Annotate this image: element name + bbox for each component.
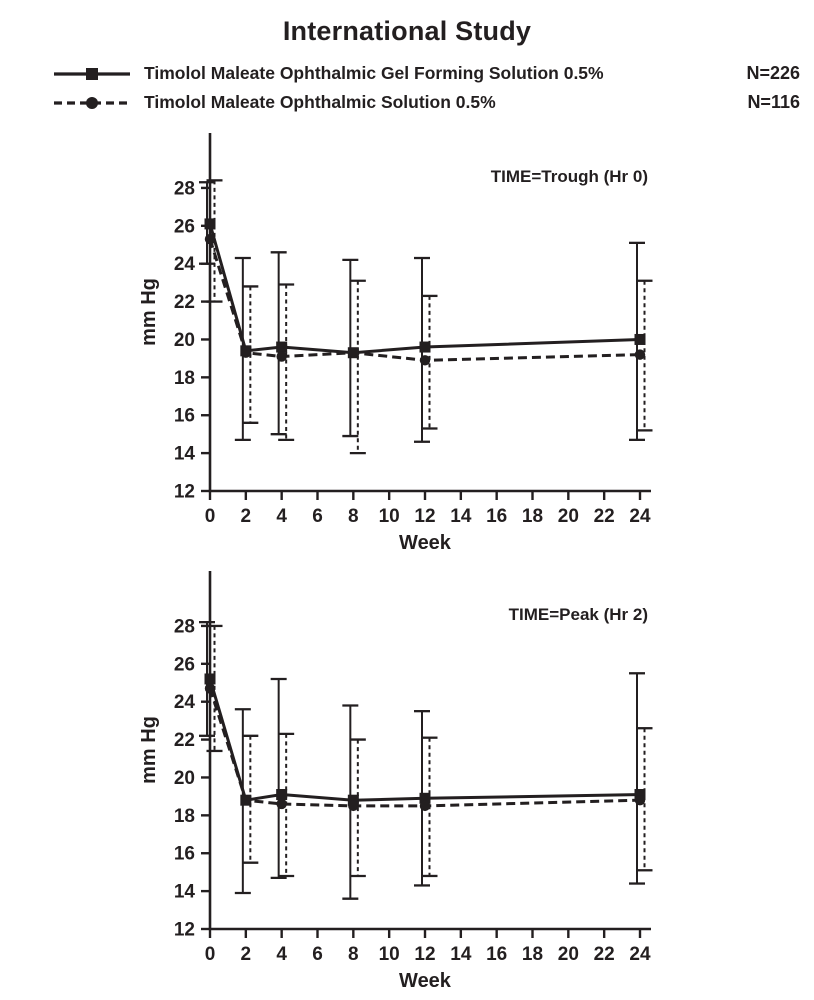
x-tick-label: 22 — [594, 506, 615, 527]
x-tick-label: 2 — [241, 944, 252, 965]
x-tick-label: 10 — [379, 506, 400, 527]
error-bar — [421, 294, 438, 430]
square-marker — [419, 341, 431, 353]
y-tick-label: 24 — [174, 692, 196, 713]
x-tick-label: 4 — [276, 506, 287, 527]
circle-marker — [348, 800, 359, 812]
y-axis-label: mm Hg — [138, 716, 160, 784]
circle-marker — [204, 233, 216, 245]
x-axis-label: Week — [399, 532, 452, 554]
y-tick-label: 20 — [174, 330, 195, 351]
legend-item-solution: Timolol Maleate Ophthalmic Solution 0.5%… — [52, 88, 800, 117]
error-bar — [629, 672, 645, 885]
square-marker — [634, 789, 646, 801]
x-tick-label: 6 — [312, 944, 323, 965]
y-tick-label: 28 — [174, 616, 195, 637]
y-tick-label: 22 — [174, 292, 195, 313]
x-tick-label: 6 — [312, 506, 323, 527]
square-marker — [204, 673, 216, 685]
square-marker — [204, 218, 216, 230]
y-axis-label: mm Hg — [138, 278, 160, 346]
square-marker — [419, 792, 431, 804]
x-tick-label: 12 — [414, 944, 435, 965]
x-tick-label: 4 — [276, 944, 287, 965]
circle-marker — [634, 349, 646, 360]
figure-title: International Study — [282, 16, 532, 46]
square-marker — [276, 789, 288, 801]
circle-marker — [276, 351, 287, 362]
x-tick-label: 12 — [414, 506, 435, 527]
y-tick-label: 26 — [174, 654, 195, 675]
error-bar — [636, 279, 653, 432]
y-tick-label: 14 — [174, 444, 196, 465]
x-tick-label: 14 — [450, 944, 472, 965]
series-line-gel-forming-solution — [208, 223, 641, 355]
x-tick-label: 0 — [205, 944, 216, 965]
legend-n-count: N=116 — [747, 92, 800, 112]
y-tick-label: 12 — [174, 920, 195, 941]
y-tick-label: 20 — [174, 768, 195, 789]
legend-n-count: N=226 — [746, 63, 800, 83]
x-tick-label: 16 — [486, 506, 507, 527]
y-tick-label: 16 — [174, 844, 195, 865]
circle-marker — [204, 683, 216, 694]
x-tick-label: 18 — [522, 506, 543, 527]
legend: Timolol Maleate Ophthalmic Gel Forming S… — [52, 59, 800, 117]
circle-marker — [419, 800, 431, 812]
legend-label: Timolol Maleate Ophthalmic Gel Forming S… — [144, 63, 604, 83]
series-line-ophthalmic-solution — [208, 687, 641, 808]
x-tick-label: 10 — [379, 944, 400, 965]
x-axis-label: Week — [399, 970, 452, 992]
series-line-ophthalmic-solution — [208, 238, 641, 362]
legend-item-gel-forming: Timolol Maleate Ophthalmic Gel Forming S… — [52, 59, 800, 88]
dashed-line-circle-marker-icon — [54, 96, 130, 109]
square-marker — [276, 341, 288, 353]
circle-marker — [419, 355, 431, 366]
circle-marker — [240, 794, 252, 806]
x-tick-label: 14 — [450, 506, 472, 527]
time-annotation: TIME=Trough (Hr 0) — [491, 167, 648, 186]
x-tick-label: 2 — [241, 506, 252, 527]
error-bar — [349, 279, 366, 455]
x-tick-label: 24 — [629, 506, 651, 527]
y-tick-label: 12 — [174, 482, 195, 503]
x-tick-label: 8 — [348, 944, 359, 965]
error-bar — [278, 283, 295, 442]
x-tick-label: 20 — [558, 506, 579, 527]
x-tick-label: 0 — [205, 506, 216, 527]
x-tick-label: 16 — [486, 944, 507, 965]
x-tick-label: 18 — [522, 944, 543, 965]
circle-marker — [276, 798, 287, 810]
y-tick-label: 14 — [174, 882, 196, 903]
legend-label: Timolol Maleate Ophthalmic Solution 0.5% — [144, 92, 496, 112]
circle-marker — [634, 794, 646, 806]
y-tick-label: 28 — [174, 178, 195, 199]
solid-line-square-marker-icon — [54, 67, 130, 80]
y-tick-label: 24 — [174, 254, 196, 275]
y-tick-label: 18 — [174, 806, 195, 827]
error-bar — [270, 677, 287, 880]
y-tick-label: 18 — [174, 368, 195, 389]
circle-marker — [240, 347, 252, 358]
x-tick-label: 8 — [348, 506, 359, 527]
x-tick-label: 24 — [629, 944, 651, 965]
circle-marker — [348, 347, 359, 358]
x-tick-label: 20 — [558, 944, 579, 965]
time-annotation: TIME=Peak (Hr 2) — [509, 605, 648, 624]
series-line-gel-forming-solution — [208, 678, 641, 802]
y-tick-label: 16 — [174, 406, 195, 427]
x-tick-label: 22 — [594, 944, 615, 965]
square-marker — [347, 794, 359, 806]
square-marker — [634, 333, 646, 345]
y-tick-label: 22 — [174, 730, 195, 751]
y-tick-label: 26 — [174, 216, 195, 237]
